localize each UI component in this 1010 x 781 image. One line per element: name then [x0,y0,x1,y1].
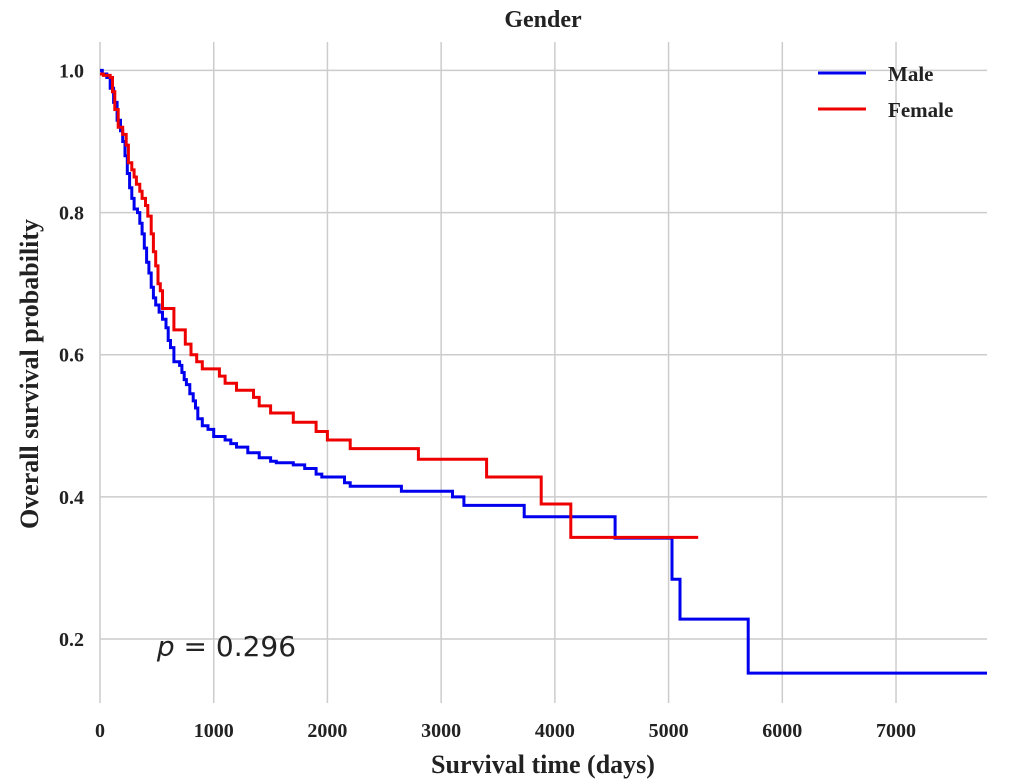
x-tick-label: 1000 [194,720,234,742]
series-lines [100,68,987,675]
y-tick-label: 0.8 [59,203,84,225]
legend: Male Female [818,62,953,122]
p-value-text: = 0.296 [175,630,296,663]
grid-lines [99,42,987,703]
y-tick-label: 0.2 [59,629,84,651]
x-axis-label: Survival time (days) [431,750,655,779]
y-tick-label: 1.0 [59,60,84,82]
survival-curve-female [100,72,699,539]
p-value-annotation: p = 0.296 [156,630,296,663]
tick-labels: 0 1000 2000 3000 4000 5000 6000 7000 0.2 0.4 0.6 0.… [59,60,916,742]
x-tick-label: 7000 [876,720,916,742]
p-symbol: p [156,630,175,663]
x-tick-label: 0 [95,720,105,742]
x-tick-label: 5000 [649,720,689,742]
x-tick-label: 2000 [307,720,347,742]
y-tick-label: 0.4 [59,487,84,509]
x-tick-label: 4000 [535,720,575,742]
chart-title: Gender [504,7,582,33]
x-tick-label: 3000 [421,720,461,742]
x-tick-label: 6000 [762,720,802,742]
legend-label-male: Male [888,62,933,86]
survival-curve-male [100,68,987,675]
y-tick-label: 0.6 [59,345,84,367]
legend-label-female: Female [888,98,953,122]
y-axis-label: Overall survival probability [15,219,44,529]
